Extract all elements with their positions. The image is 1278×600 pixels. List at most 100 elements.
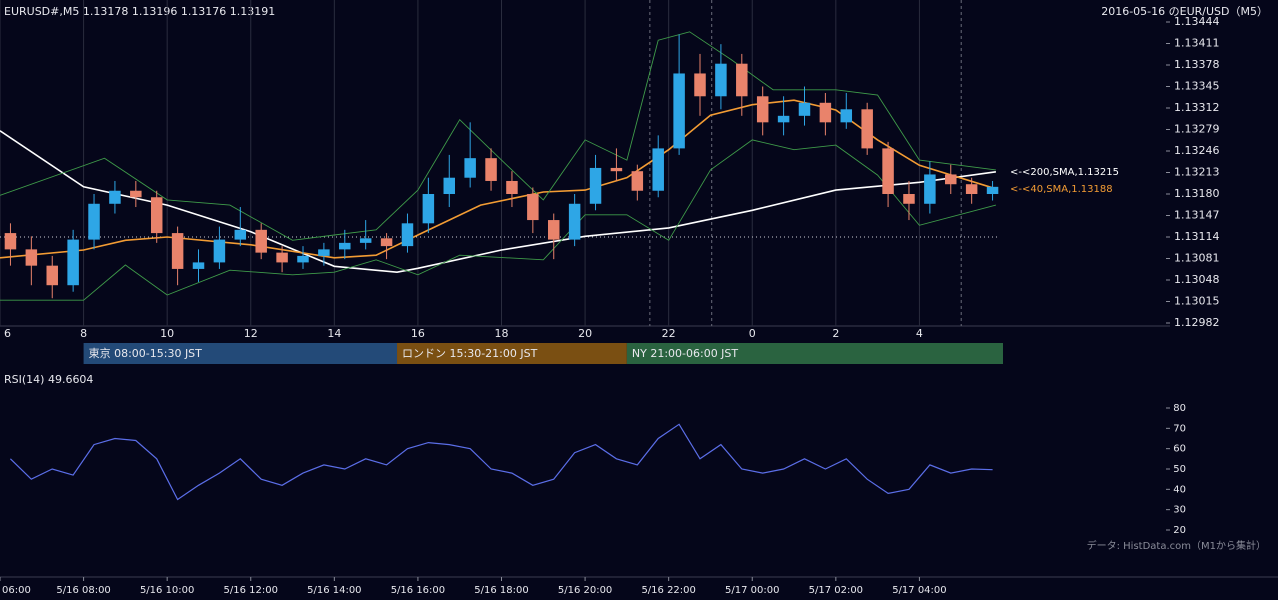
y-tick-label: 20 bbox=[1173, 525, 1186, 536]
candle-body bbox=[589, 167, 602, 204]
y-tick-label: 1.13345 bbox=[1174, 80, 1220, 93]
y-tick-label: 40 bbox=[1173, 484, 1186, 495]
chart-title: 2016-05-16 のEUR/USD（M5） bbox=[1101, 5, 1268, 18]
candle-body bbox=[422, 194, 435, 224]
candle-body bbox=[547, 220, 560, 240]
y-tick-label: 1.12982 bbox=[1174, 316, 1220, 329]
bollinger-band bbox=[0, 31, 996, 241]
candle-body bbox=[798, 102, 811, 116]
y-tick-label: 50 bbox=[1173, 464, 1186, 475]
candle-body bbox=[67, 239, 79, 286]
candle-body bbox=[631, 171, 644, 191]
ma-label: <-<40,SMA,1.13188 bbox=[1010, 184, 1113, 195]
x-tick-label: 5/17 00:00 bbox=[725, 585, 779, 596]
rsi-title: RSI(14) 49.6604 bbox=[4, 373, 93, 386]
x-tick-label: 8 bbox=[80, 327, 87, 340]
candle-body bbox=[464, 158, 476, 178]
candle-body bbox=[840, 109, 853, 123]
y-tick-label: 1.13444 bbox=[1174, 15, 1220, 28]
candle-body bbox=[903, 194, 915, 204]
y-tick-label: 1.13213 bbox=[1174, 166, 1220, 179]
bollinger-band bbox=[0, 139, 997, 301]
y-tick-label: 1.13312 bbox=[1174, 101, 1220, 114]
x-tick-label: 5/16 22:00 bbox=[641, 585, 695, 596]
candle-body bbox=[568, 203, 581, 240]
y-tick-label: 60 bbox=[1173, 444, 1186, 455]
x-tick-label: 18 bbox=[495, 327, 509, 340]
candle-body bbox=[359, 238, 372, 243]
symbol-header: EURUSD#,M5 1.13178 1.13196 1.13176 1.131… bbox=[4, 5, 275, 18]
y-tick-label: 70 bbox=[1173, 423, 1186, 434]
candle-body bbox=[46, 265, 58, 286]
candle-body bbox=[652, 148, 664, 191]
candle-body bbox=[736, 63, 748, 97]
candle-body bbox=[527, 194, 539, 221]
session-label: 東京 08:00-15:30 JST bbox=[89, 346, 203, 360]
candle-body bbox=[213, 239, 226, 263]
session-label: NY 21:00-06:00 JST bbox=[632, 347, 739, 360]
y-tick-label: 1.13048 bbox=[1174, 273, 1220, 286]
x-tick-label: 16 bbox=[411, 327, 425, 340]
y-tick-label: 1.13279 bbox=[1174, 123, 1220, 136]
candle-body bbox=[924, 174, 936, 204]
session-band bbox=[626, 343, 1003, 364]
x-tick-label: 5/16 14:00 bbox=[307, 585, 361, 596]
candle-body bbox=[945, 174, 957, 185]
y-tick-label: 1.13015 bbox=[1174, 295, 1220, 308]
x-tick-label: 5/16 10:00 bbox=[140, 585, 194, 596]
candle-body bbox=[25, 249, 38, 266]
candle-body bbox=[109, 190, 121, 204]
candle-body bbox=[234, 229, 247, 240]
candle-body bbox=[715, 63, 727, 97]
ma-label: <-<200,SMA,1.13215 bbox=[1010, 167, 1119, 178]
moving-average bbox=[0, 130, 997, 274]
candle-body bbox=[150, 197, 163, 234]
y-tick-label: 30 bbox=[1173, 505, 1186, 516]
rsi-line bbox=[9, 423, 993, 501]
y-tick-label: 1.13411 bbox=[1174, 37, 1220, 50]
y-tick-label: 1.13114 bbox=[1174, 230, 1220, 243]
x-tick-label: 0 bbox=[749, 327, 756, 340]
candle-body bbox=[192, 262, 205, 269]
y-tick-label: 1.13147 bbox=[1174, 209, 1220, 222]
y-tick-label: 1.13378 bbox=[1174, 58, 1220, 71]
source-note: データ: HistData.com（M1から集計） bbox=[1087, 539, 1266, 552]
session-label: ロンドン 15:30-21:00 JST bbox=[402, 347, 538, 360]
candle-body bbox=[673, 73, 685, 149]
candle-body bbox=[297, 255, 309, 263]
candle-body bbox=[882, 148, 894, 194]
candle-body bbox=[861, 109, 873, 149]
x-tick-label: 20 bbox=[578, 327, 592, 340]
candle-body bbox=[4, 233, 17, 250]
candle-body bbox=[318, 249, 330, 256]
candle-body bbox=[171, 233, 184, 269]
candle-body bbox=[756, 96, 769, 123]
candle-body bbox=[777, 115, 790, 123]
session-band bbox=[397, 343, 627, 364]
candle-body bbox=[443, 177, 456, 194]
candle-body bbox=[819, 102, 832, 123]
x-tick-label: 12 bbox=[244, 327, 258, 340]
x-tick-label: 22 bbox=[662, 327, 676, 340]
y-tick-label: 1.13246 bbox=[1174, 144, 1220, 157]
y-tick-label: 1.13081 bbox=[1174, 252, 1220, 265]
candle-body bbox=[610, 167, 623, 172]
candle-body bbox=[506, 180, 518, 194]
candle-body bbox=[276, 252, 288, 263]
x-tick-label: 10 bbox=[160, 327, 174, 340]
candle-body bbox=[694, 73, 706, 97]
x-tick-label: 5/16 20:00 bbox=[558, 585, 612, 596]
candle-body bbox=[130, 190, 142, 198]
candle-body bbox=[401, 223, 414, 247]
x-tick-label: 5/16 12:00 bbox=[224, 585, 278, 596]
x-tick-label: 5/16 08:00 bbox=[56, 585, 110, 596]
x-tick-label: 14 bbox=[327, 327, 341, 340]
candle-body bbox=[255, 229, 267, 253]
candle-body bbox=[965, 184, 978, 194]
x-tick-label: 2 bbox=[832, 327, 839, 340]
x-tick-label: 5/17 04:00 bbox=[892, 585, 946, 596]
candle-body bbox=[88, 203, 100, 240]
x-tick-label: 06:00 bbox=[2, 585, 31, 596]
